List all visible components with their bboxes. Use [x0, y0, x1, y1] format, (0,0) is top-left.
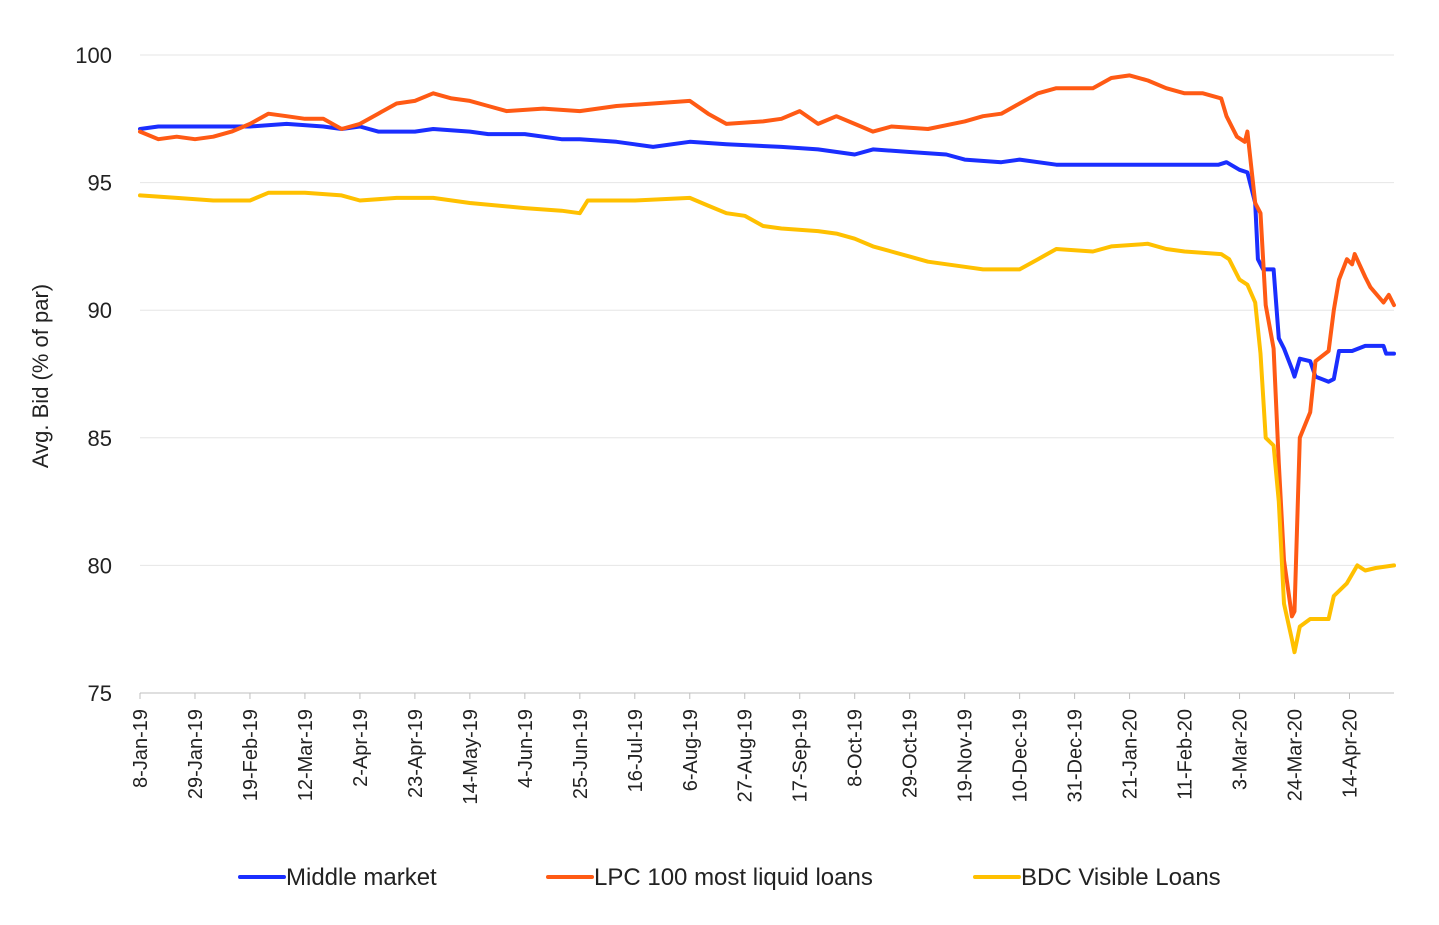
y-tick-label: 80	[88, 553, 112, 578]
x-tick-label: 16-Jul-19	[625, 709, 647, 792]
x-tick-label: 17-Sep-19	[790, 709, 812, 802]
x-tick-label: 14-May-19	[460, 709, 482, 805]
y-tick-label: 90	[88, 298, 112, 323]
y-tick-label: 75	[88, 681, 112, 706]
series-line-0	[138, 121, 1396, 384]
x-tick-label: 12-Mar-19	[295, 709, 317, 801]
x-tick-label: 6-Aug-19	[680, 709, 702, 791]
y-axis-ticks: 75 80 85 90 95 100	[75, 43, 112, 706]
x-tick-label: 3-Mar-20	[1230, 709, 1252, 790]
x-tick-label: 29-Oct-19	[900, 709, 922, 798]
x-tick-label: 14-Apr-20	[1339, 709, 1361, 798]
x-tick-label: 27-Aug-19	[735, 709, 757, 802]
x-tick-label: 25-Jun-19	[570, 709, 592, 799]
x-tick-label: 11-Feb-20	[1175, 709, 1197, 800]
legend-label: Middle market	[286, 864, 437, 891]
x-axis-ticks: 8-Jan-19 29-Jan-19 19-Feb-19 12-Mar-19 2-Apr…	[130, 693, 1361, 805]
legend-label: BDC Visible Loans	[1021, 864, 1221, 891]
gridlines	[140, 54, 1394, 566]
y-axis-label: Avg. Bid (% of par)	[28, 284, 53, 468]
x-tick-label: 19-Feb-19	[240, 709, 262, 801]
y-tick-label: 95	[88, 171, 112, 196]
y-tick-label: 100	[75, 43, 112, 68]
x-tick-label: 29-Jan-19	[185, 709, 207, 799]
series-line-2	[138, 190, 1396, 655]
x-tick-label: 2-Apr-19	[350, 709, 372, 787]
x-tick-label: 8-Oct-19	[845, 709, 867, 787]
x-tick-label: 10-Dec-19	[1010, 709, 1032, 802]
legend: Middle market LPC 100 most liquid loans BD…	[238, 864, 1221, 891]
x-tick-label: 23-Apr-19	[405, 709, 427, 798]
series-lines	[138, 73, 1396, 655]
y-tick-label: 85	[88, 426, 112, 451]
x-tick-label: 8-Jan-19	[130, 709, 152, 788]
x-tick-label: 21-Jan-20	[1120, 709, 1142, 799]
x-tick-label: 31-Dec-19	[1065, 709, 1087, 802]
x-tick-label: 19-Nov-19	[955, 709, 977, 802]
x-tick-label: 24-Mar-20	[1285, 709, 1307, 801]
legend-label: LPC 100 most liquid loans	[594, 864, 873, 891]
series-line-1	[138, 73, 1396, 619]
x-tick-label: 4-Jun-19	[515, 709, 537, 788]
